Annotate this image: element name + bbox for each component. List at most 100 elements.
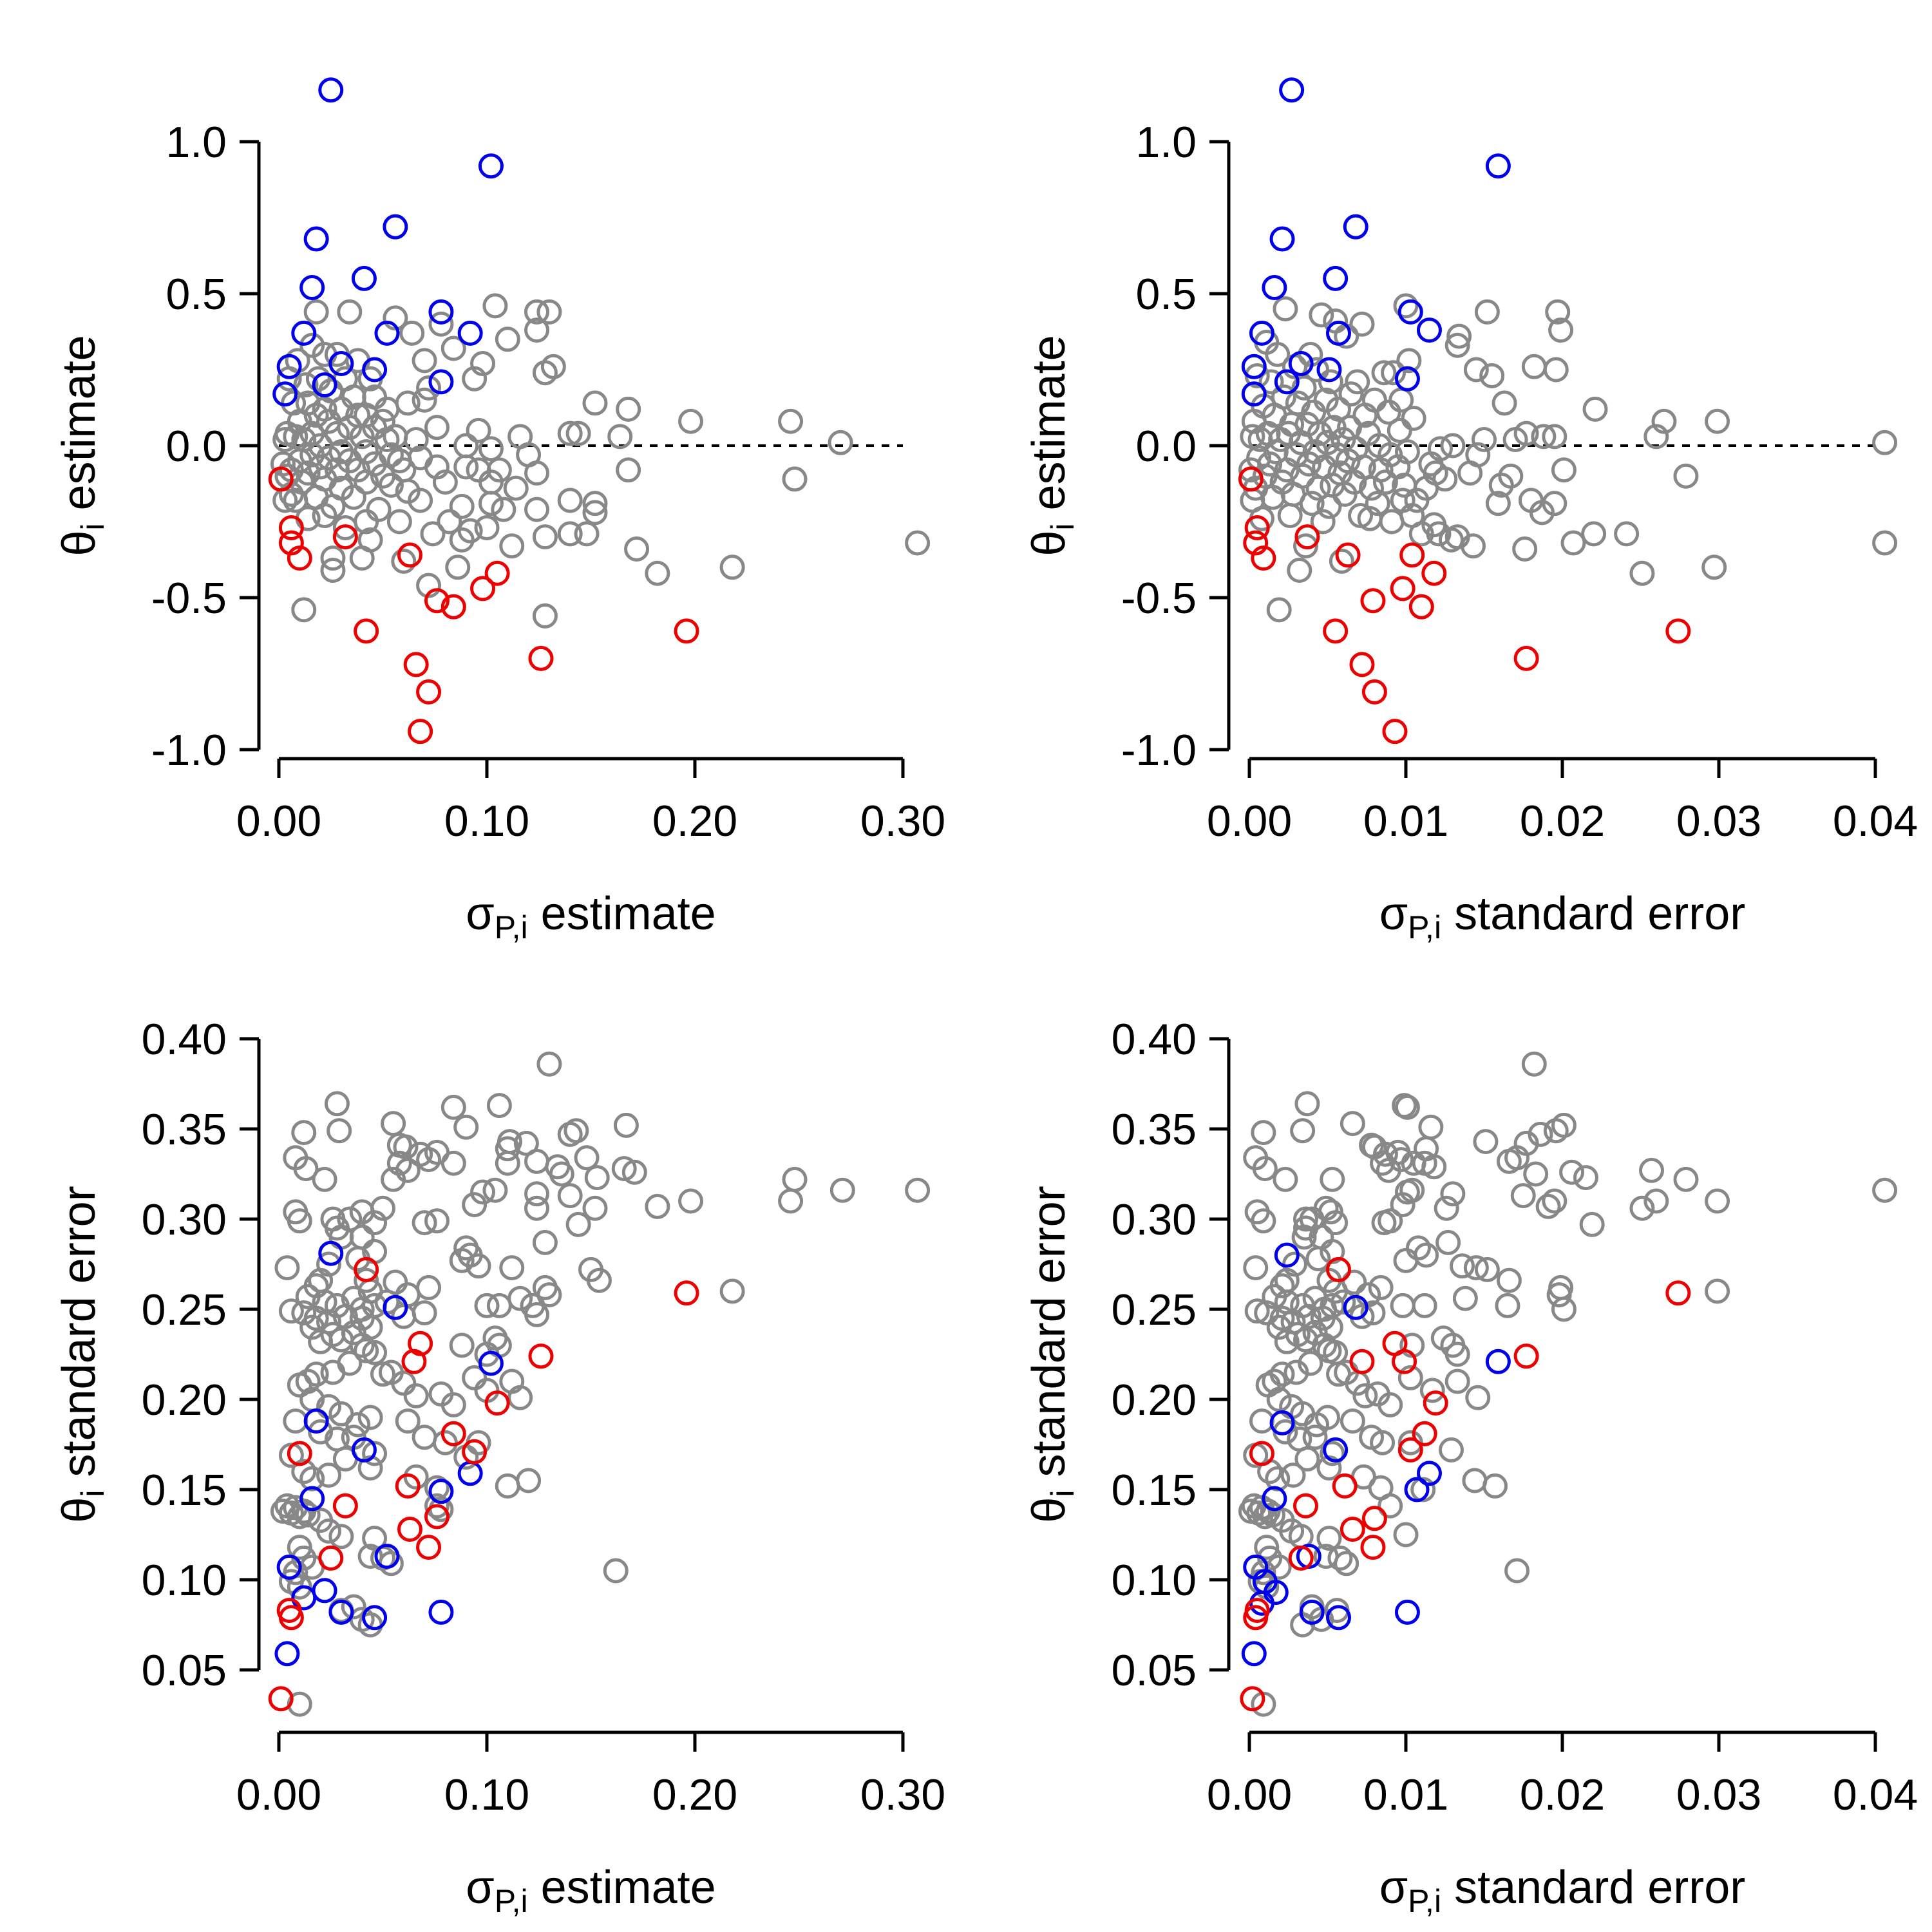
point-grey (274, 1255, 300, 1281)
point-blue (1274, 369, 1300, 395)
point-red (287, 545, 312, 571)
point-grey (316, 408, 342, 434)
point-grey (719, 554, 745, 580)
point-grey (291, 1459, 317, 1484)
point-grey (1274, 1329, 1300, 1354)
point-grey (291, 1300, 317, 1326)
point-blue (299, 1486, 325, 1511)
point-grey (1629, 560, 1655, 586)
y-tick-label: -0.5 (151, 574, 227, 623)
point-grey (272, 427, 298, 453)
point-grey (1463, 357, 1489, 383)
point-grey (466, 457, 491, 483)
point-grey (440, 1094, 466, 1120)
point-blue (312, 1578, 337, 1604)
point-red (674, 618, 699, 644)
point-grey (1482, 1473, 1508, 1499)
point-red (1243, 1605, 1269, 1631)
point-blue (1485, 153, 1511, 179)
point-grey (470, 1179, 496, 1205)
point-grey (582, 1195, 608, 1221)
point-red (1513, 1343, 1539, 1369)
point-blue (1326, 1605, 1352, 1631)
x-tick-label: 0.00 (236, 797, 321, 846)
point-grey (1244, 1298, 1270, 1324)
point-grey (1474, 299, 1500, 325)
point-grey (299, 442, 325, 468)
point-red (484, 560, 510, 586)
point-grey (1434, 1195, 1459, 1221)
point-red (1423, 1390, 1448, 1416)
point-grey (1412, 1293, 1437, 1318)
point-grey (420, 521, 446, 547)
point-blue (362, 1605, 388, 1631)
point-blue (328, 351, 354, 377)
point-grey (1390, 1293, 1416, 1318)
x-tick-label: 0.10 (444, 1770, 529, 1819)
point-grey (308, 1329, 334, 1354)
point-blue (351, 265, 377, 291)
point-grey (1371, 1210, 1397, 1236)
point-grey (1551, 457, 1577, 483)
point-grey (357, 1544, 383, 1569)
point-blue (1241, 381, 1267, 407)
point-red (278, 515, 304, 540)
y-tick-label: -1.0 (151, 726, 227, 775)
point-red (268, 1686, 294, 1712)
point-grey (1496, 1267, 1522, 1293)
point-grey (1378, 1493, 1403, 1519)
point-grey (678, 1188, 704, 1214)
point-blue (276, 1554, 302, 1580)
point-grey (391, 548, 417, 574)
point-grey (1462, 1468, 1488, 1493)
point-grey (1542, 491, 1567, 516)
point-grey (1352, 1383, 1378, 1408)
point-grey (1341, 1269, 1367, 1295)
point-grey (507, 1385, 533, 1410)
point-grey (1359, 475, 1385, 501)
point-red (1332, 1473, 1358, 1499)
point-grey (1293, 1206, 1318, 1232)
point-grey (1457, 460, 1483, 486)
point-red (332, 1493, 358, 1519)
y-tick-label: 0.10 (142, 1556, 227, 1605)
point-grey (308, 1419, 334, 1444)
point-grey (320, 558, 346, 583)
point-grey (403, 1383, 429, 1408)
point-grey (532, 603, 558, 629)
point-blue (1394, 366, 1420, 392)
point-blue (303, 1408, 329, 1434)
point-grey (1438, 1437, 1464, 1463)
point-grey (1512, 536, 1538, 562)
point-grey (1241, 408, 1267, 434)
point-grey (1474, 1256, 1500, 1282)
point-blue (1416, 317, 1442, 343)
point-grey (337, 1350, 363, 1376)
point-grey (312, 1166, 337, 1192)
point-grey (557, 1183, 583, 1209)
x-tick-label: 0.02 (1520, 797, 1605, 846)
point-grey (1340, 1111, 1365, 1137)
point-red (1326, 1256, 1352, 1282)
point-red (1408, 594, 1434, 620)
point-red (403, 652, 429, 677)
point-grey (1410, 1477, 1436, 1502)
point-grey (1368, 1274, 1394, 1300)
point-grey (381, 1111, 406, 1137)
panel-top-left: -1.0 -0.5 0.0 0.5 1.0 0.00 0.10 0.20 0.30 σP,i es… (53, 77, 945, 945)
point-red (1243, 530, 1269, 556)
point-blue (1288, 351, 1314, 377)
y-tick-label: 0.40 (1112, 1015, 1197, 1064)
point-grey (1485, 491, 1511, 516)
point-grey (1535, 1193, 1561, 1219)
point-grey (1452, 1285, 1478, 1311)
point-grey (470, 351, 496, 377)
point-grey (582, 500, 608, 526)
point-grey (1673, 1166, 1699, 1192)
point-grey (328, 1524, 354, 1549)
point-grey (524, 1195, 550, 1221)
x-tick-label: 0.30 (860, 1770, 945, 1819)
point-grey (574, 1145, 600, 1171)
point-grey (557, 1121, 583, 1147)
point-grey (466, 417, 491, 443)
